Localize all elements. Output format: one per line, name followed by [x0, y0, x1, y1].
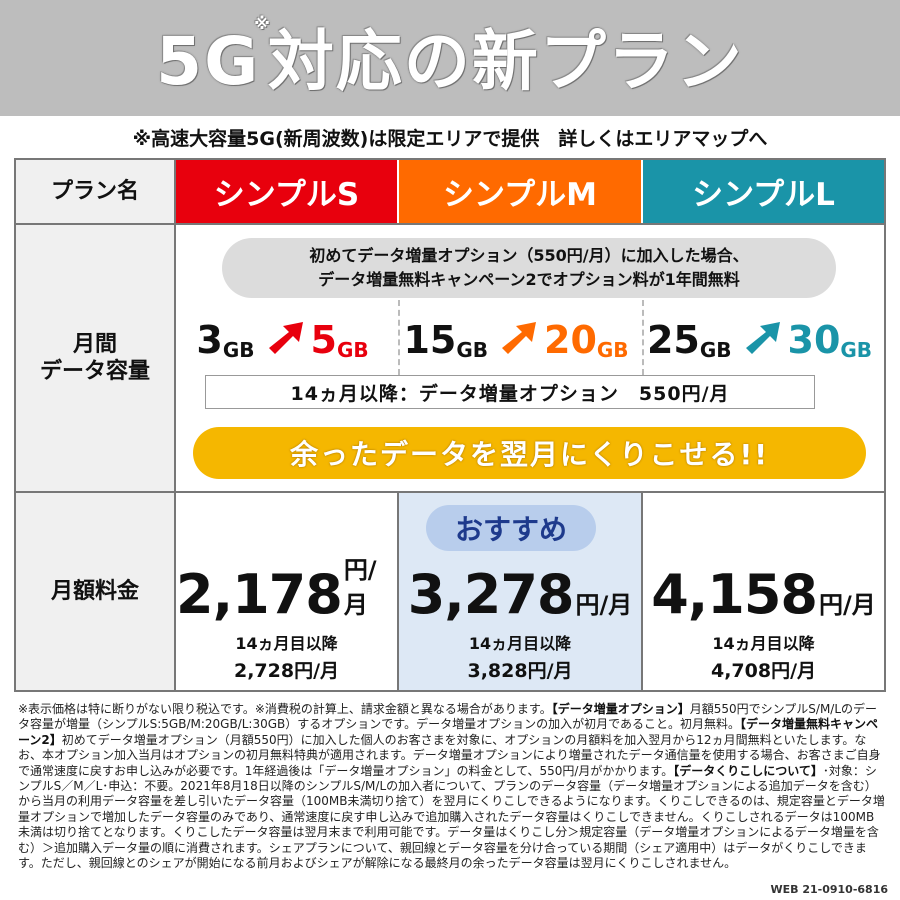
after-label-simple-s: 14ヵ月目以降	[235, 634, 338, 653]
web-code: WEB 21-0910-6816	[770, 883, 888, 896]
arrow-up-right-icon	[502, 322, 536, 354]
price-unit: 円/月	[819, 591, 876, 619]
table-divider	[641, 160, 643, 223]
title-5g: 5G	[156, 23, 261, 100]
title-text: 対応の新プラン	[267, 23, 744, 100]
plan-header-simple-m: シンプルM	[399, 160, 641, 223]
capacity-simple-l: 25 GB 30 GB	[643, 312, 884, 362]
title-note-mark: ※	[254, 14, 272, 33]
row-label-capacity: 月間 データ容量	[16, 225, 174, 491]
capacity-after: 20	[544, 318, 597, 362]
after-label-simple-l: 14ヵ月目以降	[712, 634, 815, 653]
table-divider	[397, 493, 399, 690]
row-label-plan: プラン名	[16, 160, 174, 223]
after-price-simple-s: 2,728円/月	[233, 660, 340, 682]
plan-header-simple-l: シンプルL	[643, 160, 884, 223]
table-divider	[174, 160, 176, 690]
row-label-capacity-line2: データ容量	[39, 359, 150, 384]
footnote-heading: 【データくりこしについて】	[673, 763, 823, 778]
capacity-unit: GB	[336, 338, 369, 362]
footnote-heading: 【データ増量無料キャンペーン2】	[18, 717, 878, 747]
plan-header-simple-s: シンプルS	[176, 160, 397, 223]
price-value: 2,178	[176, 563, 343, 626]
capacity-unit: GB	[596, 338, 629, 362]
after-price-simple-l: 4,708円/月	[710, 660, 817, 682]
capacity-unit: GB	[222, 338, 255, 362]
footnote-heading: 【データ増量オプション】	[551, 702, 690, 716]
price-simple-s: 2,178 円/月	[176, 556, 397, 626]
table-divider	[16, 223, 884, 225]
footnote: ※表示価格は特に断りがない限り税込です。※消費税の計算上、請求金額と異なる場合が…	[18, 702, 886, 871]
after-label-simple-m: 14ヵ月目以降	[468, 634, 572, 653]
price-value: 4,158	[651, 563, 818, 626]
area-note: ※高速大容量5G(新周波数)は限定エリアで提供 詳しくはエリアマップへ	[132, 128, 768, 150]
capacity-before: 25	[646, 318, 700, 362]
recommend-badge: おすすめ	[426, 505, 596, 551]
table-divider	[397, 160, 399, 223]
footnote-text: 月額550円でシンプルS/M/Lのデータ容量が増量（シンプルS:5GB/M:20…	[18, 702, 878, 732]
table-divider	[16, 491, 884, 493]
price-unit: 円/月	[343, 556, 377, 619]
footnote-text: ･対象：シンプルS／M／L･申込：不要。2021年8月18日以降のシンプルS/M…	[18, 763, 885, 871]
after-price-simple-m: 3,828円/月	[467, 660, 573, 682]
capacity-before: 15	[403, 318, 457, 362]
capacity-after: 30	[787, 318, 841, 362]
campaign-line-1: 初めてデータ増量オプション（550円/月）に加入した場合、	[309, 246, 749, 265]
capacity-unit: GB	[699, 338, 732, 362]
page-title: 5G※対応の新プラン	[0, 8, 900, 104]
capacity-before: 3	[196, 318, 223, 362]
header-banner	[0, 0, 900, 116]
column-divider	[398, 300, 400, 375]
rollover-banner: 余ったデータを翌月にくりこせる!!	[193, 427, 866, 479]
capacity-after: 5	[310, 318, 337, 362]
capacity-simple-s: 3 GB 5 GB	[176, 312, 397, 362]
price-simple-m: 3,278 円/月	[399, 560, 641, 622]
price-simple-l: 4,158 円/月	[643, 560, 884, 622]
capacity-unit: GB	[840, 338, 873, 362]
footnote-text: ※表示価格は特に断りがない限り税込です。※消費税の計算上、請求金額と異なる場合が…	[18, 702, 552, 716]
capacity-unit: GB	[456, 338, 488, 362]
footnote-text: 初めてデータ増量オプション（月額550円）に加入した個人のお客さまを対象に、オプ…	[18, 732, 881, 778]
price-unit: 円/月	[575, 591, 633, 619]
row-label-price: 月額料金	[16, 493, 174, 690]
plan-table	[14, 158, 886, 692]
after-14-months-note: 14ヵ月以降：データ増量オプション 550円/月	[205, 375, 815, 409]
row-label-capacity-line1: 月間	[72, 331, 117, 357]
arrow-up-right-icon	[745, 322, 780, 354]
price-value: 3,278	[407, 563, 575, 626]
table-divider	[641, 493, 643, 690]
arrow-up-right-icon	[268, 322, 303, 354]
campaign-line-2: データ増量無料キャンペーン2でオプション料が1年間無料	[318, 270, 740, 289]
campaign-banner: 初めてデータ増量オプション（550円/月）に加入した場合、 データ増量無料キャン…	[222, 238, 836, 298]
column-divider	[642, 300, 644, 375]
capacity-simple-m: 15 GB 20 GB	[399, 312, 641, 362]
